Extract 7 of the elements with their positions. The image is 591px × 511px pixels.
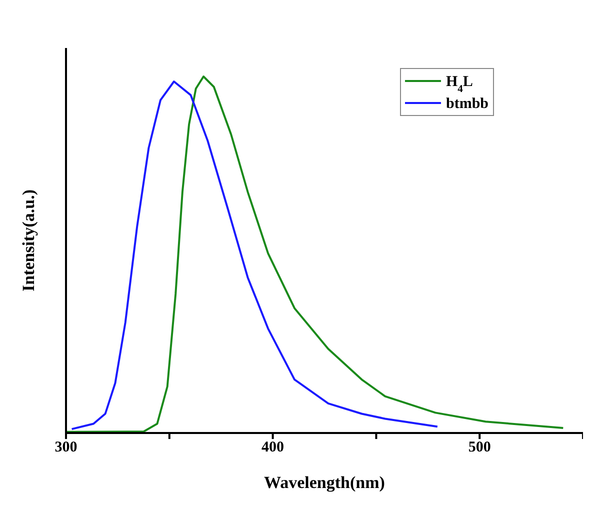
x-tick-label: 500 [468, 440, 491, 456]
x-axis-title: Wavelength(nm) [264, 473, 385, 492]
legend-label: btmbb [446, 96, 489, 112]
x-tick-label: 400 [262, 440, 284, 456]
y-axis-title: Intensity(a.u.) [19, 189, 38, 292]
legend-label: H$_{4}$L [446, 74, 473, 94]
x-tick-label: 300 [54, 440, 78, 456]
